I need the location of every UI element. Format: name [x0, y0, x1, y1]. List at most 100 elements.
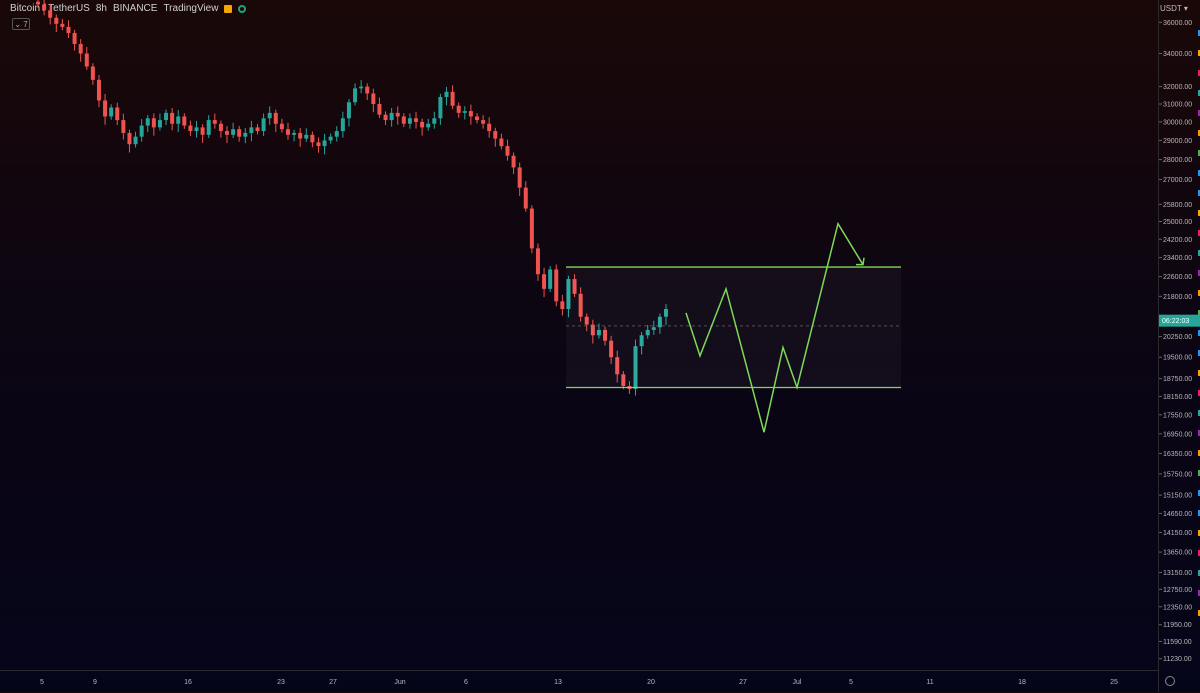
price-tick-label: 14650.00 — [1163, 511, 1192, 518]
scale-marker — [1198, 350, 1200, 356]
candle-body — [48, 10, 53, 18]
candle-body — [90, 66, 95, 80]
candle-body — [292, 132, 297, 135]
scale-marker — [1198, 90, 1200, 96]
scale-marker — [1198, 470, 1200, 476]
collapse-indicators-button[interactable]: ⌄ 7 — [12, 18, 30, 30]
time-tick-label: 20 — [647, 679, 655, 686]
scale-marker — [1198, 330, 1200, 336]
source-label: TradingView — [163, 3, 219, 14]
candle-body — [340, 118, 345, 132]
price-tick-label: 29000.00 — [1163, 138, 1192, 145]
market-status-icon — [238, 4, 247, 13]
scale-marker — [1198, 510, 1200, 516]
time-tick-label: 6 — [464, 679, 468, 686]
time-axis[interactable]: 5 9 16 23 27 Jun 6 13 20 27 Jul 5 11 18 25 — [0, 670, 1158, 693]
price-tick-label: 18750.00 — [1163, 376, 1192, 383]
currency-selector[interactable]: USDT ▾ — [1160, 4, 1188, 13]
candle-body — [170, 112, 175, 124]
candle-body — [176, 116, 181, 124]
current-price-badge — [1159, 314, 1200, 327]
candle-body — [664, 309, 668, 317]
candle-body — [78, 43, 83, 54]
time-tick-label: 27 — [739, 679, 747, 686]
price-axis[interactable]: 36000.00 34000.00 32000.00 31000.00 30000.00… — [1158, 0, 1200, 692]
candle-body — [542, 274, 547, 289]
price-tick-label: 20250.00 — [1163, 334, 1192, 341]
candle-body — [273, 112, 278, 124]
candle-body — [389, 112, 394, 121]
candle-body — [261, 118, 266, 132]
candle-body — [164, 112, 169, 121]
candle-body — [371, 93, 376, 104]
interval-label[interactable]: 8h — [95, 3, 107, 14]
time-tick-label: 23 — [277, 679, 285, 686]
candle-body — [151, 118, 156, 128]
candle-body — [182, 116, 187, 126]
candle-body — [651, 327, 656, 330]
scale-marker — [1198, 190, 1200, 196]
candle-body — [395, 112, 400, 117]
candle-body — [578, 293, 583, 317]
candle-body — [560, 301, 565, 310]
candle-body — [72, 33, 77, 44]
scale-marker — [1198, 590, 1200, 596]
price-tick-label: 30000.00 — [1163, 119, 1192, 126]
candle-body — [66, 26, 71, 34]
candle-body — [609, 340, 614, 358]
currency-label: USDT — [1160, 4, 1182, 13]
time-tick-label: 25 — [1110, 679, 1118, 686]
indicator-count: 7 — [23, 19, 28, 29]
settings-gear-icon[interactable] — [1165, 676, 1175, 686]
candle-body — [401, 116, 406, 124]
projection-arrowhead — [856, 257, 865, 266]
candle-body — [615, 357, 620, 375]
candle-body — [529, 208, 534, 249]
candle-body — [359, 86, 364, 89]
price-tick-label: 22600.00 — [1163, 274, 1192, 281]
scale-marker — [1198, 50, 1200, 56]
candle-body — [432, 118, 437, 124]
flag-icon[interactable] — [224, 4, 233, 13]
candle-body — [456, 105, 461, 113]
candle-body — [322, 140, 327, 147]
candle-body — [109, 107, 114, 117]
candle-body — [121, 120, 126, 133]
candle-body — [54, 17, 59, 24]
price-tick-label: 12750.00 — [1163, 587, 1192, 594]
candle-body — [115, 107, 120, 121]
time-tick-label: 11 — [926, 679, 933, 686]
price-tick-label: 11950.00 — [1163, 622, 1192, 629]
candle-body — [285, 129, 290, 135]
candle-body — [548, 269, 553, 289]
scale-marker — [1198, 270, 1200, 276]
price-tick-label: 25800.00 — [1163, 202, 1192, 209]
price-tick-label: 36000.00 — [1163, 20, 1192, 27]
candle-body — [42, 4, 47, 11]
candle-body — [420, 121, 425, 128]
price-chart[interactable] — [8, 0, 1158, 670]
time-tick-label: 5 — [40, 679, 44, 686]
candle-body — [96, 79, 101, 101]
candle-body — [353, 88, 358, 103]
exchange-label: BINANCE — [112, 3, 158, 14]
price-tick-label: 15750.00 — [1163, 471, 1192, 478]
scale-marker — [1198, 450, 1200, 456]
candle-body — [194, 127, 199, 132]
candle-body — [310, 134, 315, 143]
candle-body — [407, 118, 412, 124]
countdown-label: 06:22:03 — [1162, 318, 1189, 325]
price-tick-label: 21800.00 — [1163, 294, 1192, 301]
candle-body — [133, 136, 138, 145]
scale-marker — [1198, 610, 1200, 616]
candle-body — [572, 279, 577, 294]
price-tick-label: 32000.00 — [1163, 84, 1192, 91]
candle-body — [438, 96, 443, 119]
candle-body — [249, 127, 254, 133]
candle-body — [566, 279, 571, 310]
candle-body — [212, 120, 217, 124]
chevron-down-icon: ⌄ — [14, 19, 21, 29]
candle-body — [139, 125, 144, 137]
candle-body — [84, 53, 89, 67]
range-box — [566, 267, 901, 387]
